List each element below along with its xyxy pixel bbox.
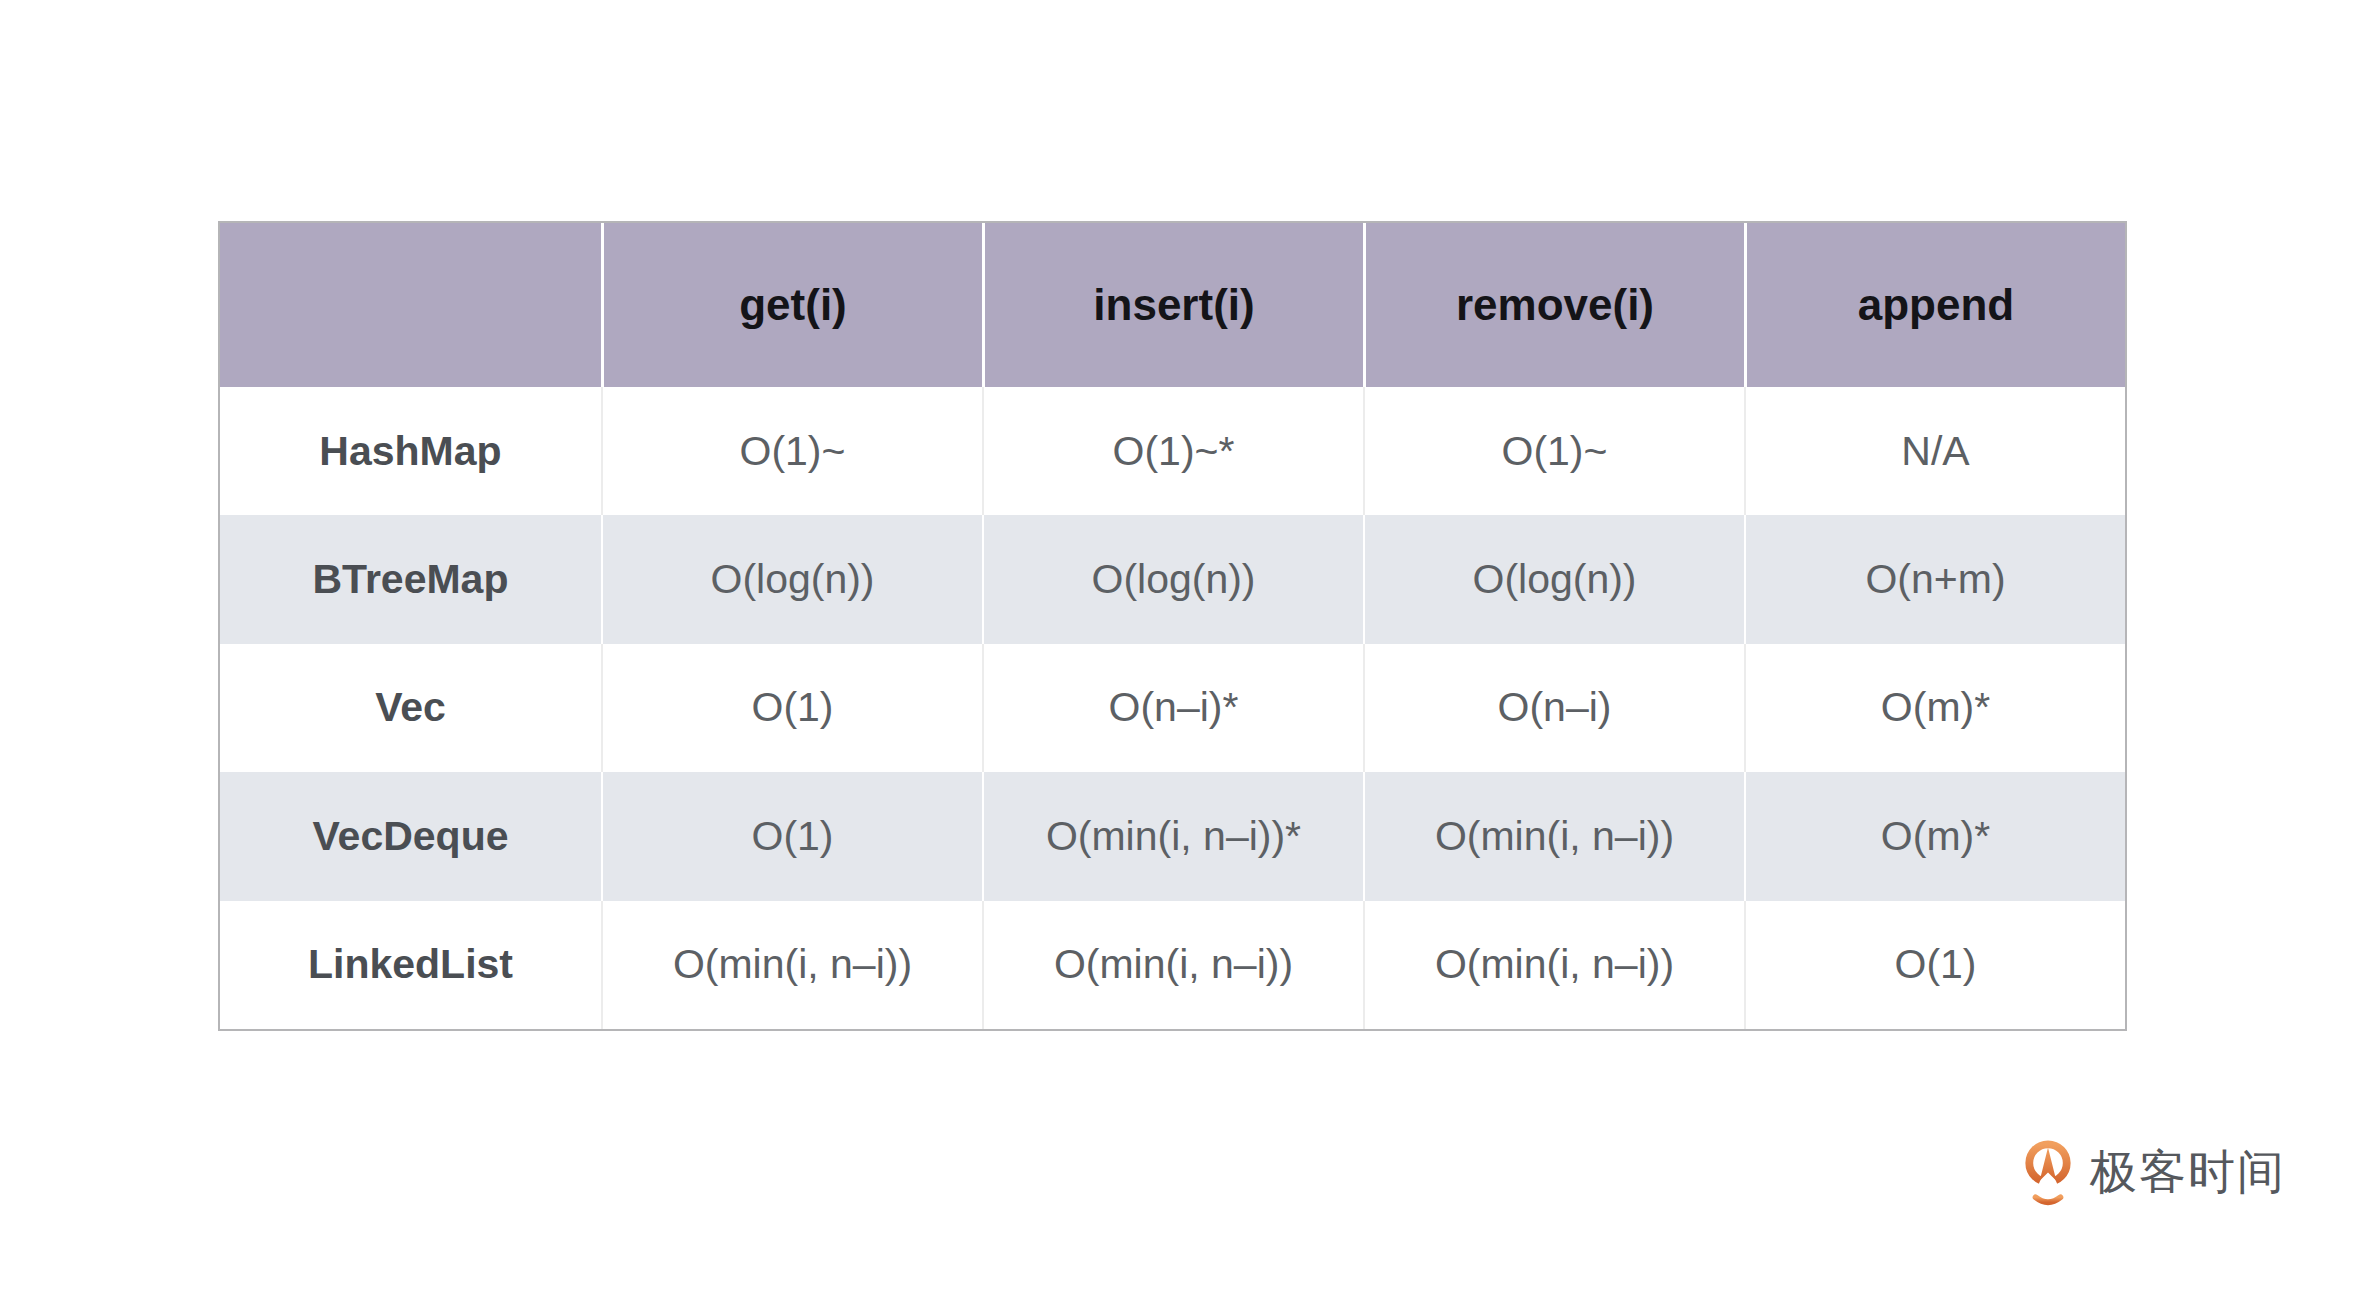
cell-hashmap-remove: O(1)~ [1363, 387, 1744, 515]
cell-vecdeque-get: O(1) [601, 772, 982, 900]
slide-canvas: get(i) insert(i) remove(i) append HashMa… [0, 0, 2364, 1304]
cell-hashmap-get: O(1)~ [601, 387, 982, 515]
cell-btreemap-insert: O(log(n)) [982, 515, 1363, 643]
cell-btreemap-get: O(log(n)) [601, 515, 982, 643]
cell-vec-insert: O(n–i)* [982, 644, 1363, 772]
header-cell-remove: remove(i) [1363, 223, 1744, 387]
cell-linkedlist-get: O(min(i, n–i)) [601, 901, 982, 1029]
cell-linkedlist-remove: O(min(i, n–i)) [1363, 901, 1744, 1029]
geektime-logo: 极客时间 [2022, 1138, 2286, 1212]
header-cell-blank [220, 223, 601, 387]
row-label-vec: Vec [220, 644, 601, 772]
cell-vecdeque-append: O(m)* [1744, 772, 2125, 900]
header-cell-insert: insert(i) [982, 223, 1363, 387]
cell-linkedlist-insert: O(min(i, n–i)) [982, 901, 1363, 1029]
geektime-logo-text: 极客时间 [2090, 1148, 2286, 1203]
row-label-linkedlist: LinkedList [220, 901, 601, 1029]
row-label-btreemap: BTreeMap [220, 515, 601, 643]
cell-btreemap-append: O(n+m) [1744, 515, 2125, 643]
geektime-logo-icon [2022, 1138, 2074, 1212]
cell-vec-append: O(m)* [1744, 644, 2125, 772]
cell-linkedlist-append: O(1) [1744, 901, 2125, 1029]
row-label-hashmap: HashMap [220, 387, 601, 515]
cell-vecdeque-remove: O(min(i, n–i)) [1363, 772, 1744, 900]
cell-vec-remove: O(n–i) [1363, 644, 1744, 772]
header-cell-get: get(i) [601, 223, 982, 387]
cell-hashmap-append: N/A [1744, 387, 2125, 515]
cell-hashmap-insert: O(1)~* [982, 387, 1363, 515]
complexity-table: get(i) insert(i) remove(i) append HashMa… [218, 221, 2127, 1031]
cell-btreemap-remove: O(log(n)) [1363, 515, 1744, 643]
cell-vecdeque-insert: O(min(i, n–i))* [982, 772, 1363, 900]
cell-vec-get: O(1) [601, 644, 982, 772]
row-label-vecdeque: VecDeque [220, 772, 601, 900]
header-cell-append: append [1744, 223, 2125, 387]
